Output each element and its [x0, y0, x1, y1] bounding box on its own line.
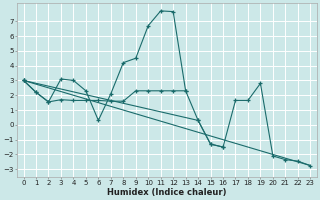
X-axis label: Humidex (Indice chaleur): Humidex (Indice chaleur) [107, 188, 227, 197]
